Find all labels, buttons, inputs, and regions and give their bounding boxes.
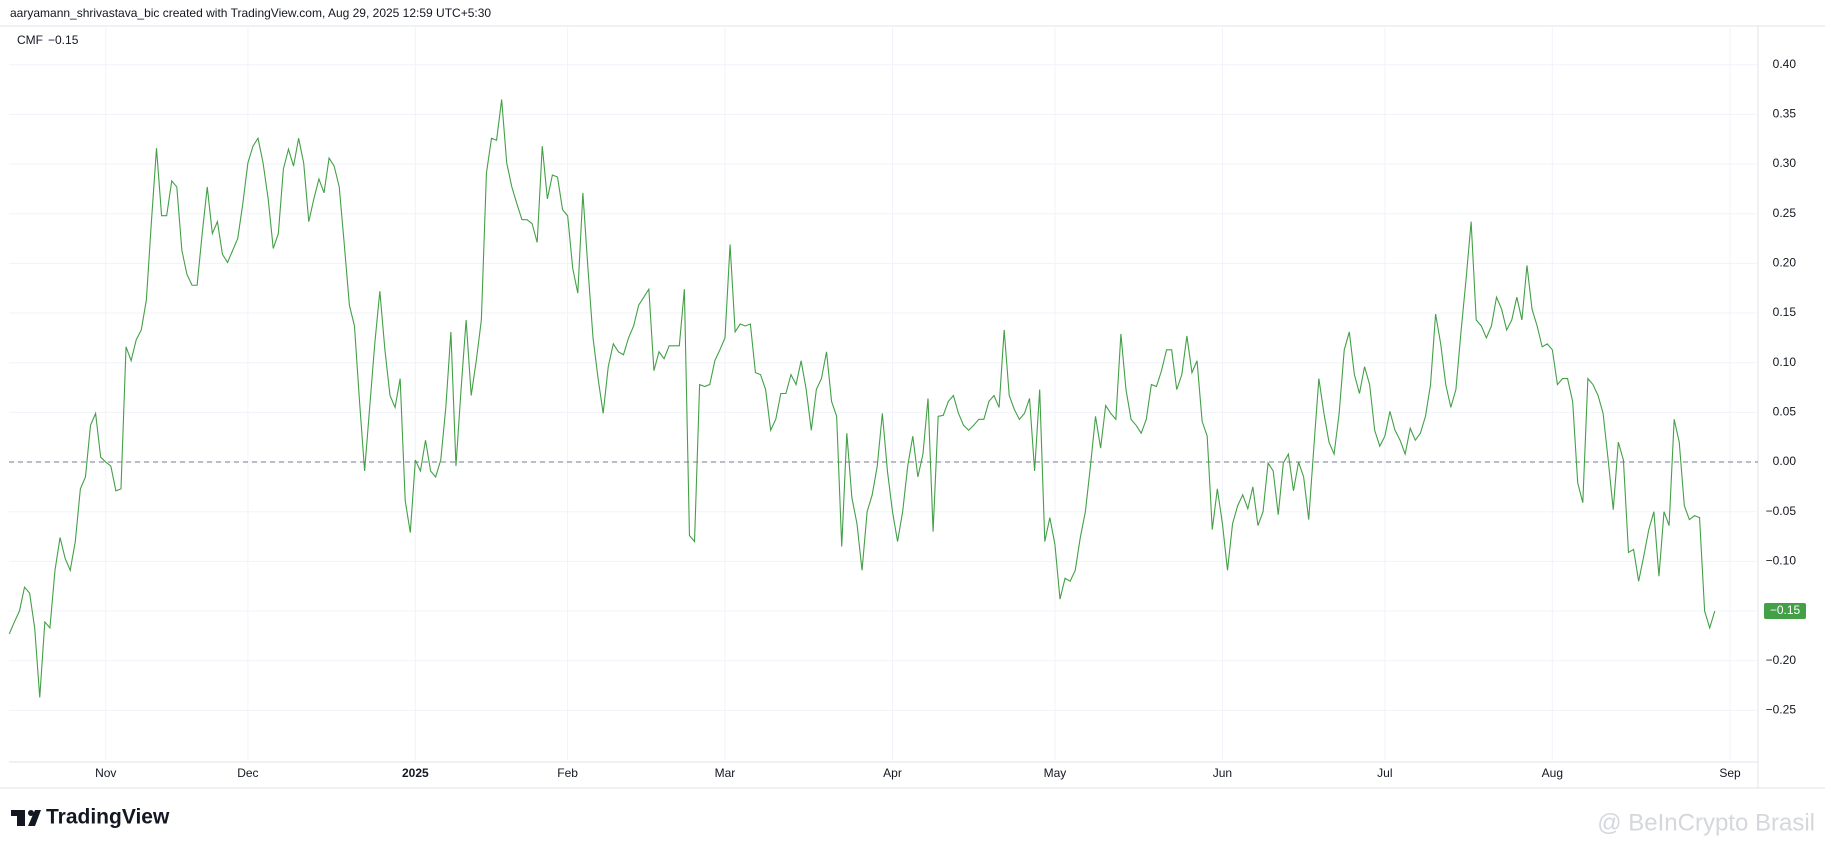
y-tick-label: 0.40	[1773, 57, 1797, 71]
x-tick-label: May	[1044, 766, 1067, 780]
watermark: @ BeInCrypto Brasil	[1597, 809, 1815, 836]
y-tick-label: 0.10	[1773, 355, 1797, 369]
last-value-label: −0.15	[1770, 603, 1801, 617]
y-tick-label: −0.20	[1766, 653, 1797, 667]
cmf-line	[8, 99, 1716, 698]
logo-text: TradingView	[46, 806, 170, 829]
logo-shape	[28, 810, 41, 826]
y-tick-label: 0.20	[1773, 256, 1797, 270]
y-tick-label: −0.25	[1766, 703, 1797, 717]
x-tick-label: Apr	[883, 766, 902, 780]
y-tick-label: 0.00	[1773, 454, 1797, 468]
x-tick-label: 2025	[402, 766, 429, 780]
x-tick-label: Jun	[1213, 766, 1232, 780]
y-tick-label: 0.30	[1773, 156, 1797, 170]
x-tick-label: Aug	[1542, 766, 1563, 780]
logo-shape	[17, 810, 25, 826]
attribution: aaryamann_shrivastava_bic created with T…	[10, 6, 491, 20]
x-tick-label: Jul	[1377, 766, 1392, 780]
y-tick-label: −0.05	[1766, 504, 1797, 518]
x-tick-label: Mar	[715, 766, 736, 780]
x-tick-label: Feb	[557, 766, 578, 780]
marks-layer	[8, 99, 1716, 698]
logo-shape	[28, 810, 34, 816]
y-tick-label: 0.25	[1773, 206, 1797, 220]
last-value-badge	[1764, 603, 1806, 620]
x-tick-label: Dec	[237, 766, 258, 780]
legend-name: CMF	[17, 33, 43, 47]
legend-value: −0.15	[48, 33, 79, 47]
y-tick-label: −0.10	[1766, 554, 1797, 568]
y-tick-label: 0.05	[1773, 405, 1797, 419]
x-tick-label: Nov	[95, 766, 116, 780]
x-tick-label: Sep	[1719, 766, 1741, 780]
y-tick-label: 0.15	[1773, 305, 1797, 319]
logo-icon	[11, 810, 41, 826]
grid-layer	[9, 26, 1758, 762]
y-tick-label: 0.35	[1773, 107, 1797, 121]
